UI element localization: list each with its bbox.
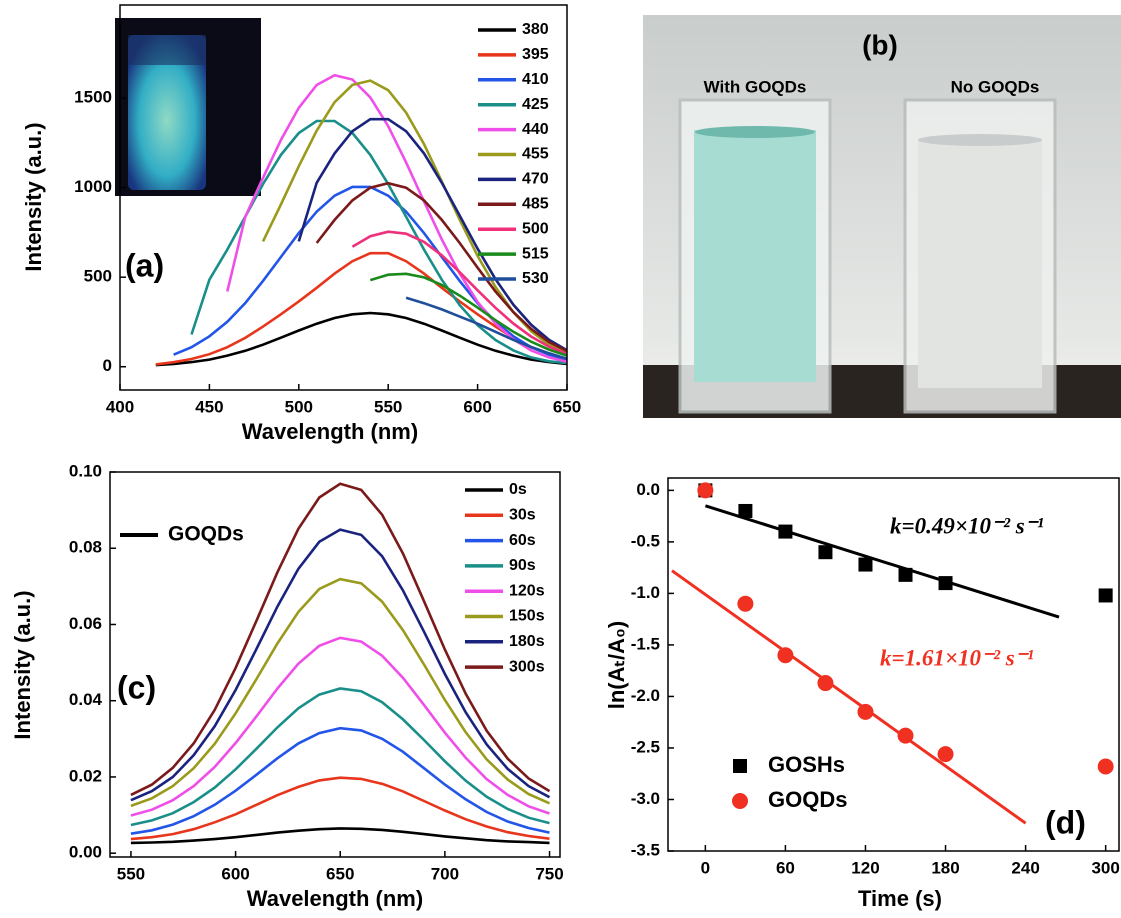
- marker: [898, 728, 914, 744]
- y-tick-label: 1500: [74, 88, 112, 107]
- legend-label: 440: [522, 121, 549, 138]
- x-tick-label: 0: [701, 858, 710, 877]
- x-tick-label: 700: [431, 864, 459, 883]
- legend-swatch: [732, 793, 748, 809]
- y-axis-label: ln(Aₜ/A₀): [604, 621, 629, 710]
- annotation: GOQDs: [168, 523, 244, 546]
- panel-label: (b): [862, 29, 898, 60]
- annotation: k=1.61×10⁻² s⁻¹: [880, 645, 1034, 670]
- x-tick-label: 240: [1011, 858, 1039, 877]
- x-tick-label: 180: [931, 858, 959, 877]
- y-tick-label: -1.0: [631, 583, 660, 602]
- y-tick-label: 0.06: [69, 614, 102, 633]
- photo-caption: With GOQDs: [704, 77, 807, 96]
- photo-panel: (b) With GOQDs No GOQDs: [643, 15, 1121, 418]
- legend-swatch: [733, 759, 747, 773]
- spectrum-line: [156, 253, 567, 364]
- y-tick-label: -0.5: [631, 531, 660, 550]
- marker: [938, 746, 954, 762]
- marker: [899, 568, 913, 582]
- annotation: k=0.49×10⁻² s⁻¹: [890, 513, 1044, 538]
- panel-label: (a): [125, 247, 164, 283]
- x-axis-label: Wavelength (nm): [242, 419, 418, 444]
- inset-photo: [115, 18, 261, 196]
- x-tick-label: 500: [285, 397, 313, 416]
- legend-label: 60s: [509, 532, 536, 549]
- legend-label: 30s: [509, 507, 536, 524]
- y-tick-label: 0.08: [69, 538, 102, 557]
- x-tick-label: 750: [535, 864, 563, 883]
- legend-label: 515: [522, 245, 549, 262]
- y-tick-label: -1.5: [631, 634, 660, 653]
- legend-label: 395: [522, 46, 549, 63]
- marker: [737, 596, 753, 612]
- panel-label: (d): [1045, 804, 1086, 840]
- spectrum-line: [131, 638, 550, 816]
- y-tick-label: 500: [84, 267, 112, 286]
- y-tick-label: -3.5: [631, 840, 660, 859]
- x-tick-label: 120: [851, 858, 879, 877]
- spectrum-line: [227, 75, 567, 362]
- x-tick-label: 550: [117, 864, 145, 883]
- marker: [778, 525, 792, 539]
- legend-label: 425: [522, 96, 549, 113]
- legend-label: 500: [522, 220, 549, 237]
- panel-label: (c): [117, 669, 156, 705]
- y-tick-label: -2.0: [631, 686, 660, 705]
- spectrum-line: [131, 579, 550, 806]
- photo-caption: No GOQDs: [951, 77, 1040, 96]
- marker: [697, 482, 713, 498]
- marker: [817, 675, 833, 691]
- legend-label: GOQDs: [768, 787, 847, 812]
- x-tick-label: 650: [553, 397, 581, 416]
- fit-line: [672, 571, 1026, 824]
- marker: [1098, 759, 1114, 775]
- x-tick-label: 400: [106, 397, 134, 416]
- legend-label: 90s: [509, 557, 536, 574]
- legend-label: 300s: [509, 658, 545, 675]
- y-tick-label: 0.02: [69, 766, 102, 785]
- x-tick-label: 600: [463, 397, 491, 416]
- x-axis-label: Wavelength (nm): [247, 886, 423, 911]
- legend-label: 120s: [509, 582, 545, 599]
- y-tick-label: 0.10: [69, 461, 102, 480]
- y-axis-label: Intensity (a.u.): [10, 590, 35, 739]
- legend-label: 530: [522, 270, 549, 287]
- legend-label: 470: [522, 171, 549, 188]
- legend-label: 0s: [509, 481, 527, 498]
- marker: [939, 576, 953, 590]
- x-tick-label: 450: [195, 397, 223, 416]
- marker: [858, 558, 872, 572]
- y-tick-label: -3.0: [631, 789, 660, 808]
- legend-label: 180s: [509, 633, 545, 650]
- marker: [857, 704, 873, 720]
- x-tick-label: 60: [776, 858, 795, 877]
- figure: (b) With GOQDs No GOQDs 4004505005506006…: [0, 0, 1121, 913]
- y-tick-label: -2.5: [631, 737, 660, 756]
- legend-label: GOSHs: [768, 752, 845, 777]
- marker: [818, 545, 832, 559]
- legend-label: 485: [522, 196, 549, 213]
- x-tick-label: 550: [374, 397, 402, 416]
- spectrum-line: [406, 298, 567, 359]
- y-tick-label: 0: [103, 356, 112, 375]
- y-axis-label: Intensity (a.u.): [21, 122, 46, 271]
- y-tick-label: 1000: [74, 177, 112, 196]
- y-tick-label: 0.00: [69, 843, 102, 862]
- y-tick-label: 0.04: [69, 690, 103, 709]
- x-tick-label: 650: [326, 864, 354, 883]
- legend-label: 380: [522, 21, 549, 38]
- marker: [1099, 588, 1113, 602]
- legend-label: 410: [522, 71, 549, 88]
- spectrum-line: [156, 313, 567, 365]
- x-tick-label: 300: [1091, 858, 1119, 877]
- marker: [738, 504, 752, 518]
- x-axis-label: Time (s): [858, 886, 942, 911]
- legend-label: 150s: [509, 608, 545, 625]
- spectrum-line: [131, 828, 550, 843]
- x-tick-label: 600: [221, 864, 249, 883]
- y-tick-label: 0.0: [636, 480, 660, 499]
- legend-label: 455: [522, 146, 549, 163]
- marker: [777, 647, 793, 663]
